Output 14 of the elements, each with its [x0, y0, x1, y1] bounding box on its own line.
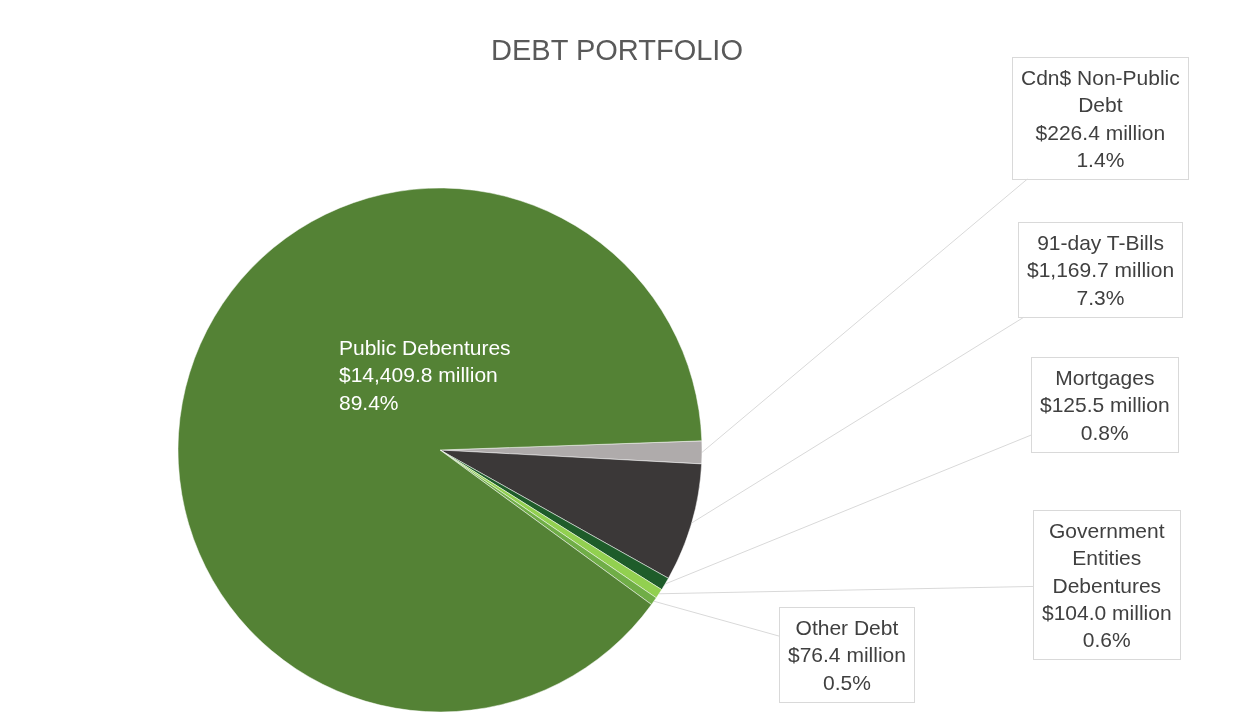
data-label: $14,409.8 million 89.4% — [339, 363, 498, 414]
data-label: $226.4 million 1.4% — [1035, 120, 1166, 171]
chart-title: DEBT PORTFOLIO — [491, 34, 743, 67]
slice-label: Cdn$ Non-Public Debt — [1021, 66, 1180, 117]
pie-slice — [177, 187, 703, 712]
data-label: $104.0 million 0.6% — [1042, 600, 1172, 652]
slice-label: 91-day T-Bills — [1037, 231, 1164, 254]
slice-label: Other Debt — [795, 616, 899, 639]
slice-label: Mortgages — [1055, 366, 1155, 389]
data-label: $1,169.7 million 7.3% — [1027, 258, 1175, 309]
slice-label: Public Debentures — [339, 336, 511, 359]
data-label: $76.4 million 0.5% — [788, 643, 906, 694]
data-label: $125.5 million 0.8% — [1040, 393, 1170, 444]
slice-label: Government Entities Debentures — [1049, 519, 1165, 597]
